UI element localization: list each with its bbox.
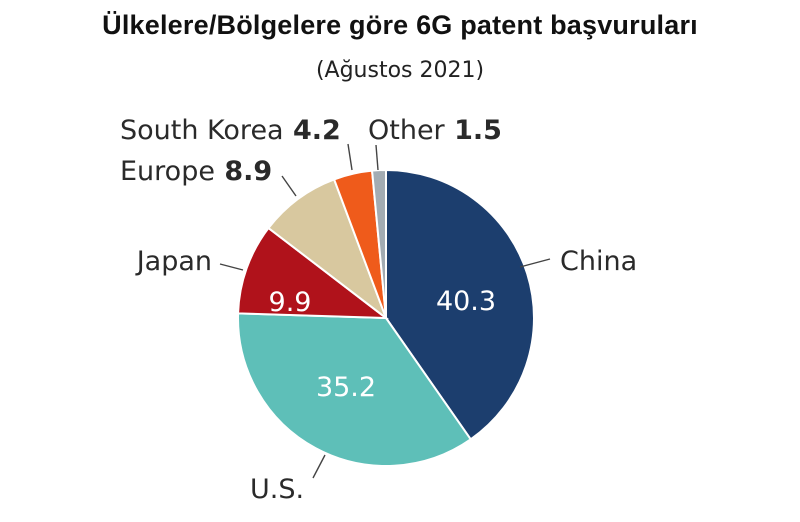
label-u-s: U.S.	[250, 474, 304, 505]
leader-line-china	[519, 258, 551, 268]
leader-lines	[219, 143, 551, 479]
label-other: Other 1.5	[368, 115, 502, 146]
slice-japan	[237, 226, 390, 320]
label-japan: Japan	[135, 246, 212, 277]
value-label-other: 1.5	[445, 115, 502, 146]
label-china: China	[560, 246, 637, 277]
label-name-u-s: U.S.	[250, 474, 304, 505]
label-name-japan: Japan	[135, 246, 212, 277]
leader-line-japan	[219, 263, 244, 271]
slice-u-s	[237, 312, 473, 467]
leader-line-u-s	[312, 454, 326, 479]
label-name-other: Other	[368, 115, 446, 146]
leader-line-other	[375, 144, 379, 171]
chart-title: Ülkelere/Bölgelere göre 6G patent başvur…	[102, 10, 698, 40]
slice-china	[385, 168, 535, 441]
label-europe: Europe 8.9	[120, 156, 272, 187]
slice-europe	[267, 178, 389, 321]
leader-line-europe	[281, 175, 297, 197]
leader-line-south-korea	[347, 143, 353, 171]
value-label-japan: 9.9	[269, 287, 312, 318]
value-label-europe: 8.9	[215, 156, 272, 187]
label-name-europe: Europe	[120, 156, 215, 187]
label-name-china: China	[560, 246, 637, 277]
chart-subtitle: (Ağustos 2021)	[315, 58, 485, 83]
slice-labels: China 40.3 U.S. 35.2 Japan 9.9 Europe 8.9 South…	[120, 115, 637, 505]
label-south-korea: South Korea 4.2	[120, 115, 341, 146]
label-name-south-korea: South Korea	[120, 115, 284, 146]
value-label-china: 40.3	[436, 286, 496, 317]
slice-other	[370, 168, 387, 319]
pie-slices	[237, 168, 535, 467]
value-label-u-s: 35.2	[316, 372, 376, 403]
value-label-south-korea: 4.2	[284, 115, 341, 146]
